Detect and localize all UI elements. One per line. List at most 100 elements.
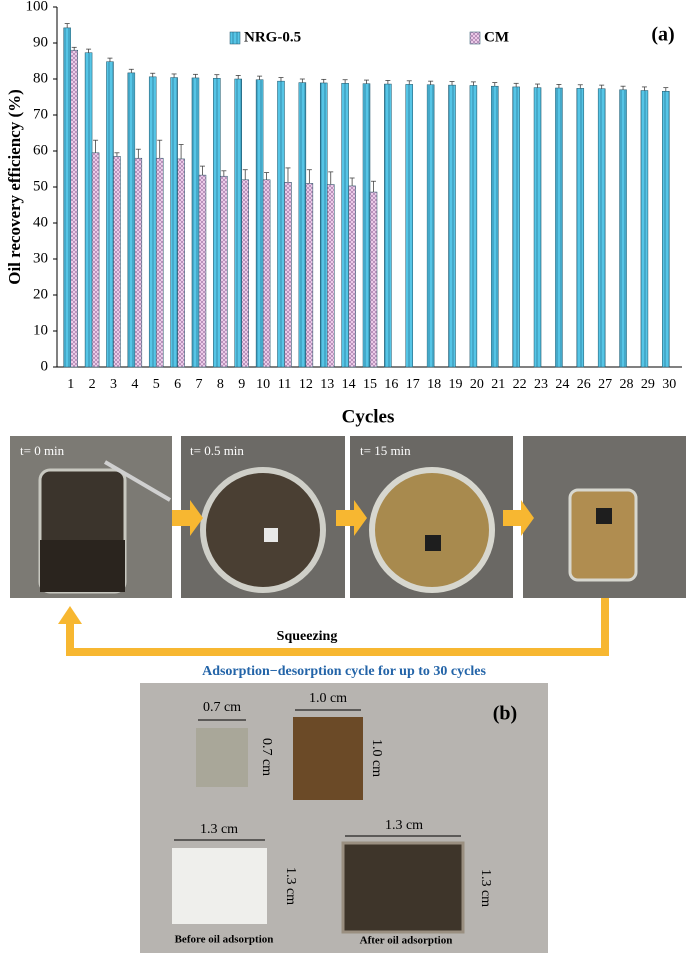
bar bbox=[262, 179, 271, 368]
bar bbox=[213, 78, 221, 368]
arrow bbox=[172, 500, 203, 536]
step-label: t= 0.5 min bbox=[190, 443, 244, 458]
x-tick-label: 9 bbox=[238, 377, 245, 392]
legend-label: CM bbox=[484, 29, 509, 45]
x-tick-label: 16 bbox=[384, 377, 398, 392]
jar bbox=[568, 488, 638, 582]
error-bar bbox=[114, 152, 120, 157]
bar bbox=[198, 174, 207, 368]
error-bar bbox=[285, 167, 291, 183]
y-tick-label: 40 bbox=[33, 214, 48, 230]
error-bar bbox=[577, 84, 583, 89]
bar bbox=[91, 152, 100, 368]
x-tick-label: 29 bbox=[641, 377, 655, 392]
bar bbox=[341, 83, 349, 368]
jar-top bbox=[369, 467, 495, 593]
error-bar bbox=[364, 79, 369, 84]
error-bar bbox=[128, 68, 134, 73]
bar bbox=[234, 78, 242, 368]
dimension: 0.7 cm bbox=[203, 700, 241, 715]
dimension: 0.7 cm bbox=[259, 738, 274, 776]
error-bar bbox=[192, 73, 198, 78]
bar bbox=[576, 88, 585, 368]
panel-b: (b) 0.7 cm 0.7 cm 1.0 cm 1.0 cm 1.3 cm 1… bbox=[140, 683, 548, 953]
x-tick-label: 15 bbox=[363, 377, 377, 392]
error-bar bbox=[221, 170, 227, 177]
y-axis-label: Oil recovery efficiency (%) bbox=[5, 89, 24, 285]
error-bar bbox=[242, 169, 248, 180]
error-bar bbox=[641, 86, 647, 91]
bar bbox=[533, 87, 542, 368]
caption: After oil adsorption bbox=[360, 935, 453, 947]
bar bbox=[127, 72, 136, 368]
x-tick-label: 21 bbox=[491, 377, 505, 392]
error-bar bbox=[299, 78, 305, 83]
bar bbox=[512, 86, 520, 368]
bar bbox=[177, 158, 185, 368]
error-bar bbox=[157, 139, 163, 159]
bar bbox=[255, 79, 264, 368]
x-axis-label: Cycles bbox=[342, 406, 395, 427]
caption: Before oil adsorption bbox=[175, 934, 274, 946]
error-bar bbox=[199, 165, 205, 176]
bar bbox=[597, 88, 606, 368]
x-tick-label: 6 bbox=[174, 377, 181, 392]
bar bbox=[284, 182, 292, 368]
bar bbox=[70, 49, 78, 368]
bar bbox=[220, 175, 228, 368]
bar bbox=[305, 183, 314, 368]
error-bar bbox=[178, 144, 184, 159]
bar bbox=[369, 191, 378, 368]
error-bar bbox=[306, 169, 312, 184]
error-bar bbox=[406, 80, 412, 85]
x-tick-label: 24 bbox=[555, 377, 569, 392]
bar bbox=[491, 85, 499, 368]
y-tick-label: 10 bbox=[33, 322, 48, 338]
error-bar bbox=[492, 82, 498, 87]
x-tick-label: 4 bbox=[131, 377, 138, 392]
bar bbox=[662, 90, 670, 368]
bar bbox=[191, 77, 200, 368]
bar bbox=[405, 84, 414, 368]
x-tick-label: 18 bbox=[427, 377, 441, 392]
dimension: 1.0 cm bbox=[309, 691, 347, 706]
x-tick-label: 26 bbox=[577, 377, 591, 392]
bar bbox=[348, 185, 356, 368]
x-tick-label: 22 bbox=[513, 377, 527, 392]
bar bbox=[155, 157, 164, 368]
oil bbox=[40, 540, 125, 592]
arrow bbox=[336, 500, 367, 536]
bar bbox=[619, 89, 627, 368]
photo-strip: t= 0 min t= 0.5 min t= 15 min Squeezing … bbox=[10, 436, 686, 679]
legend-swatch bbox=[469, 31, 481, 45]
x-tick-label: 20 bbox=[470, 377, 484, 392]
bar bbox=[448, 84, 456, 368]
error-bar bbox=[150, 72, 156, 77]
x-tick-label: 7 bbox=[195, 377, 202, 392]
dimension: 1.3 cm bbox=[385, 818, 423, 833]
error-bar bbox=[535, 83, 541, 88]
bar bbox=[469, 85, 478, 368]
bar bbox=[298, 82, 307, 368]
dimension: 1.3 cm bbox=[478, 869, 493, 907]
bar bbox=[384, 83, 392, 368]
bar bbox=[640, 90, 649, 368]
arrow bbox=[503, 500, 534, 536]
error-bar bbox=[599, 84, 605, 89]
error-bar bbox=[349, 177, 355, 186]
bar bbox=[326, 184, 335, 368]
error-bar bbox=[71, 46, 77, 51]
error-bar bbox=[64, 23, 70, 28]
error-bar bbox=[107, 57, 113, 62]
y-tick-label: 80 bbox=[33, 70, 48, 86]
y-tick-label: 70 bbox=[33, 106, 48, 122]
error-bar bbox=[663, 87, 669, 92]
error-bar bbox=[470, 81, 476, 86]
error-bar bbox=[328, 171, 334, 185]
error-bar bbox=[214, 74, 220, 79]
x-tick-label: 19 bbox=[449, 377, 463, 392]
bar bbox=[113, 156, 121, 368]
x-tick-label: 11 bbox=[278, 377, 291, 392]
